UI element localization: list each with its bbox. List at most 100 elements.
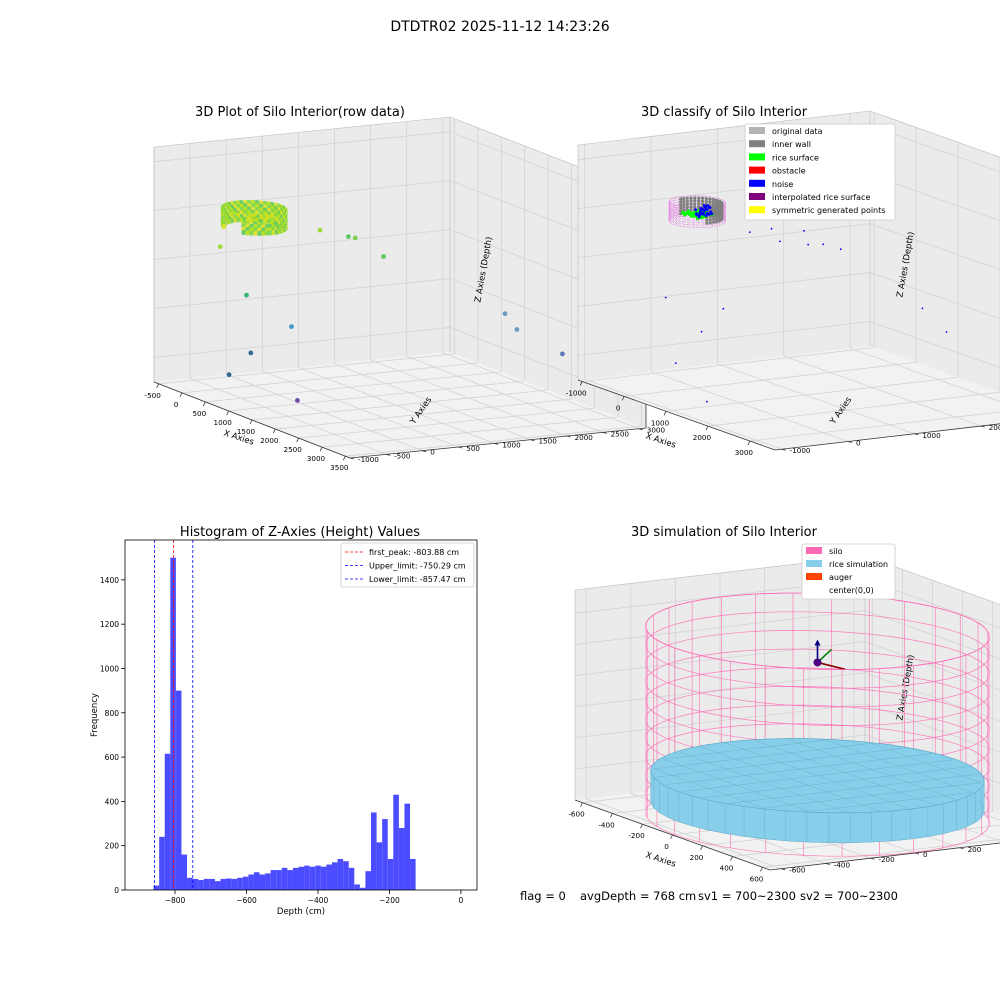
classify-inner-wall-point <box>682 200 685 203</box>
classify-inner-wall-point <box>689 197 692 200</box>
histogram-y-tick-label: 600 <box>105 753 120 762</box>
raw-data-point <box>353 236 358 241</box>
histogram-bar <box>209 879 215 890</box>
simulation-legend-label: silo <box>829 547 843 556</box>
classify-legend-label: interpolated rice surface <box>772 193 870 202</box>
raw-x-tick-label: 500 <box>192 409 206 418</box>
raw-cluster-point <box>275 217 279 221</box>
classify-inner-wall-point <box>708 200 711 203</box>
simulation-x-tick-label: 200 <box>690 853 704 862</box>
classify-legend-swatch <box>749 180 765 187</box>
classify-inner-wall-point <box>697 199 700 202</box>
classify-inner-wall-point <box>689 199 692 202</box>
classify-inner-wall-point <box>712 221 715 224</box>
histogram-bar <box>165 754 171 890</box>
raw-x-tick-label: -500 <box>145 391 162 400</box>
classify-inner-wall-point <box>686 200 689 203</box>
histogram-y-tick-label: 0 <box>114 886 119 895</box>
histogram-y-tick-label: 200 <box>105 842 120 851</box>
classify-inner-wall-point <box>693 205 696 208</box>
simulation-rice-side <box>679 792 692 826</box>
histogram-bar <box>159 837 165 890</box>
raw-x-tick-label: 3000 <box>307 454 326 463</box>
classify-inner-wall-point <box>682 197 685 200</box>
histogram-bar <box>382 819 388 890</box>
classify-x-tick-label: -1000 <box>566 388 587 397</box>
simulation-legend-label: center(0,0) <box>829 586 874 595</box>
simulation-rice-side <box>892 809 911 841</box>
simulation-x-tick-label: -400 <box>598 820 615 829</box>
histogram-bar <box>271 870 277 890</box>
simulation-rice-side <box>708 800 725 833</box>
simulation-rice-side <box>829 813 851 843</box>
classify-inner-wall-point <box>682 206 685 209</box>
simulation-rice-side <box>692 796 707 830</box>
raw-cluster-point <box>253 212 257 216</box>
classify-noise-point <box>722 308 724 310</box>
classify-inner-wall-point <box>705 200 708 203</box>
raw-data-point <box>244 293 249 298</box>
classify-inner-wall-point <box>711 204 714 207</box>
classify-y-tick-label: 1000 <box>922 431 941 440</box>
classify-inner-wall-point <box>686 197 689 200</box>
histogram-bar <box>176 691 182 890</box>
classify-x-tick-label: 1000 <box>651 418 670 427</box>
histogram-bar <box>393 795 399 890</box>
histogram-legend-label: Upper_limit: -750.29 cm <box>369 562 466 571</box>
classify-x-tick-label: 0 <box>616 403 621 412</box>
classify-inner-wall-point <box>711 198 714 201</box>
classify-inner-wall-point <box>709 218 712 221</box>
classify-inner-wall-point <box>708 197 711 200</box>
classify-noise-point <box>706 204 709 207</box>
histogram-bar <box>254 872 260 890</box>
classify-legend-label: inner wall <box>772 140 811 149</box>
histogram-title: Histogram of Z-Axies (Height) Values <box>180 525 420 540</box>
simulation-rice-side <box>872 811 892 842</box>
raw-y-tick-label: 2500 <box>611 429 630 438</box>
simulation-x-tick-label: -200 <box>628 831 645 840</box>
status-flag: flag = 0 <box>520 889 566 903</box>
classify-noise-point <box>703 209 706 212</box>
raw-x-tick-label: 0 <box>174 400 179 409</box>
histogram-bar <box>282 868 288 890</box>
classify-inner-wall-point <box>697 197 700 200</box>
histogram-bar <box>181 855 187 890</box>
histogram-bar <box>204 879 210 890</box>
classify-noise-point <box>807 244 809 246</box>
histogram-bar <box>304 866 310 890</box>
classify-inner-wall-point <box>705 219 708 222</box>
raw-cluster-point <box>250 218 254 222</box>
histogram-bar <box>237 878 243 890</box>
histogram-y-tick-label: 1000 <box>100 664 119 673</box>
simulation-legend: silorice simulationaugercenter(0,0) <box>802 544 895 599</box>
classify-legend-label: obstacle <box>772 167 806 176</box>
simulation-y-tick-label: -400 <box>834 860 851 869</box>
histogram-bar <box>276 870 282 890</box>
raw-y-tick-label: 2000 <box>575 433 594 442</box>
simulation-rice-side <box>785 811 807 842</box>
histogram-x-tick-label: 0 <box>459 896 464 905</box>
classify-inner-wall-point <box>679 203 682 206</box>
histogram-bar <box>410 859 416 890</box>
histogram-bar <box>315 866 321 890</box>
simulation-rice-side <box>911 807 928 839</box>
raw-y-tick-label: 0 <box>430 448 435 457</box>
figure-suptitle: DTDTR02 2025-11-12 14:23:26 <box>390 19 609 35</box>
simulation-rice-side <box>807 812 829 843</box>
classify-inner-wall-point <box>709 221 712 224</box>
classify-noise-point <box>822 243 824 245</box>
classify-rice-surface-point <box>700 215 704 219</box>
status-sv2: sv2 = 700~2300 <box>800 889 898 903</box>
classify-noise-point <box>922 308 924 310</box>
raw-x-tick-label: 1000 <box>214 418 233 427</box>
classify-inner-wall-point <box>714 210 717 213</box>
classify-noise-point <box>803 230 805 232</box>
histogram-bar <box>332 862 338 890</box>
raw-y-tick-label: -1000 <box>358 455 379 464</box>
classify-inner-wall-point <box>705 221 708 224</box>
histogram-y-axis-label: Frequency <box>90 693 100 737</box>
histogram-bar <box>326 865 332 890</box>
raw-cluster-point <box>260 215 264 219</box>
histogram-bar <box>248 874 254 890</box>
histogram-x-tick-label: −200 <box>379 896 400 905</box>
